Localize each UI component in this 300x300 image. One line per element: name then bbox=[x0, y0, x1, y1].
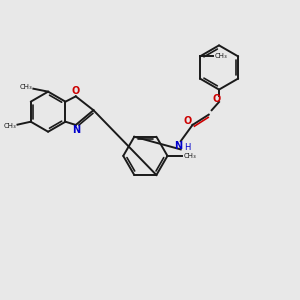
Text: O: O bbox=[213, 94, 221, 104]
Text: CH₃: CH₃ bbox=[184, 153, 196, 159]
Text: CH₃: CH₃ bbox=[214, 53, 227, 59]
Text: N: N bbox=[174, 142, 182, 152]
Text: CH₃: CH₃ bbox=[3, 123, 16, 129]
Text: N: N bbox=[72, 125, 80, 135]
Text: O: O bbox=[72, 86, 80, 96]
Text: CH₃: CH₃ bbox=[19, 84, 32, 90]
Text: H: H bbox=[184, 143, 190, 152]
Text: O: O bbox=[184, 116, 192, 126]
